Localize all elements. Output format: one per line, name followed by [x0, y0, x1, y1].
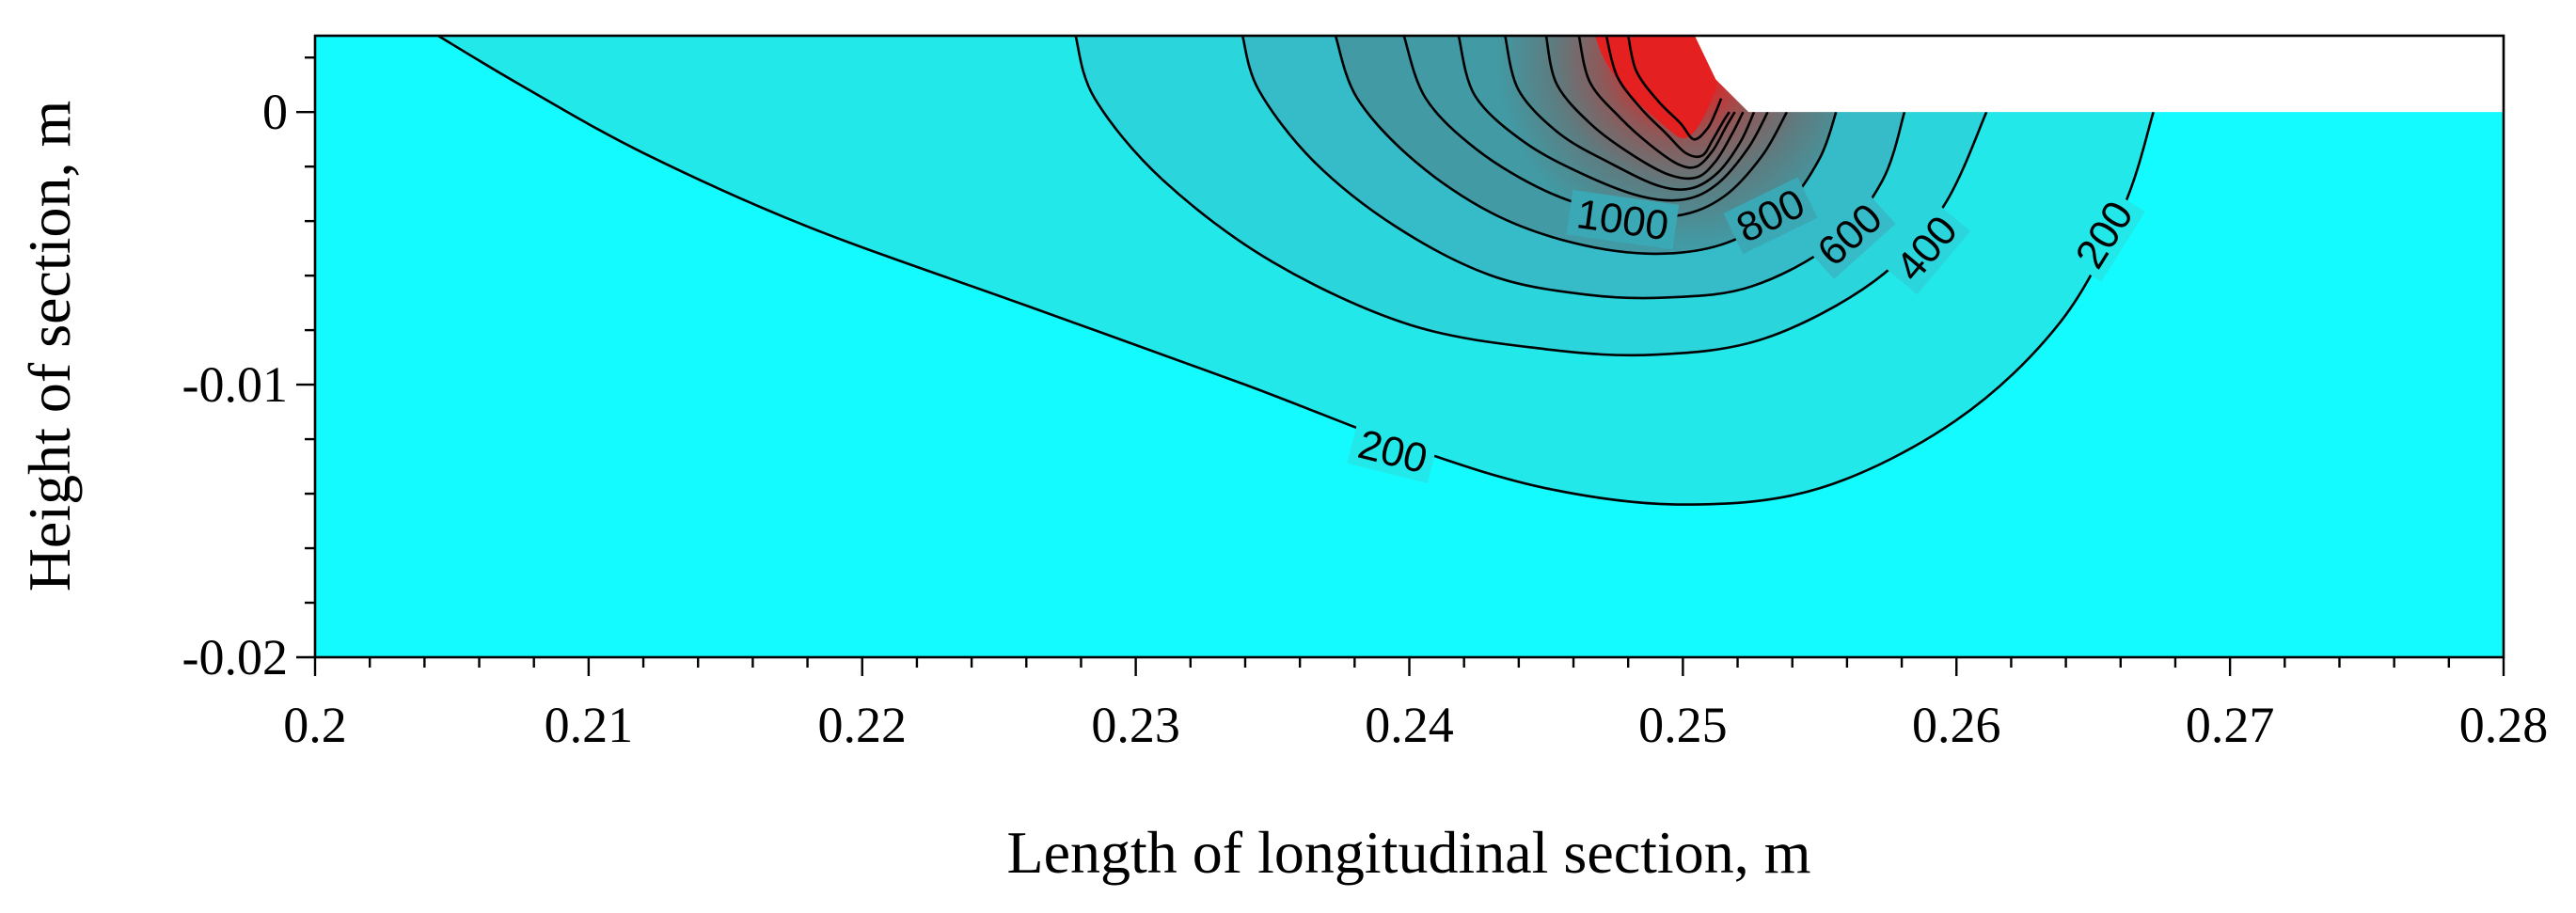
x-tick-label: 0.21 [545, 697, 634, 753]
y-tick-label: -0.01 [182, 356, 288, 413]
contour-label-knockout [2062, 187, 2145, 282]
y-tick-label: -0.02 [182, 629, 288, 685]
contour-line-2200 [1626, 36, 1723, 141]
molten-core [1595, 36, 1722, 139]
y-tick-label: 0 [262, 84, 288, 140]
contour-label-knockout [1347, 419, 1439, 484]
x-tick-label: 0.24 [1365, 697, 1454, 753]
contour-label-knockout [1804, 190, 1896, 279]
contour-line-2000 [1604, 36, 1731, 159]
x-axis-title: Length of longitudinal section, m [1007, 819, 1811, 886]
contour-line-1800 [1577, 36, 1736, 169]
x-tick-label: 0.27 [2186, 697, 2275, 753]
contour-line-1600 [1544, 36, 1745, 181]
contour-label-knockout [1566, 190, 1680, 250]
x-tick-label: 0.22 [818, 697, 908, 753]
x-tick-label: 0.2 [283, 697, 347, 753]
x-axis: 0.2 0.21 0.22 0.23 0.24 0.25 0.26 0.27 0.28 [283, 657, 2548, 753]
x-tick-label: 0.23 [1091, 697, 1180, 753]
x-tick-label: 0.25 [1638, 697, 1728, 753]
workpiece-void-region [1694, 36, 2504, 113]
y-axis-title: Height of section, m [16, 101, 83, 592]
plot-area [315, 36, 2504, 657]
contour-label-knockout [1882, 201, 1970, 295]
y-axis: 0 -0.01 -0.02 [182, 55, 315, 685]
contour-label-knockout [1723, 177, 1818, 255]
contour-fills [437, 36, 2154, 505]
contour-line-1400 [1504, 36, 1756, 191]
x-tick-label: 0.28 [2459, 697, 2549, 753]
contour-line-1200 [1457, 36, 1769, 202]
x-tick-label: 0.26 [1912, 697, 2001, 753]
